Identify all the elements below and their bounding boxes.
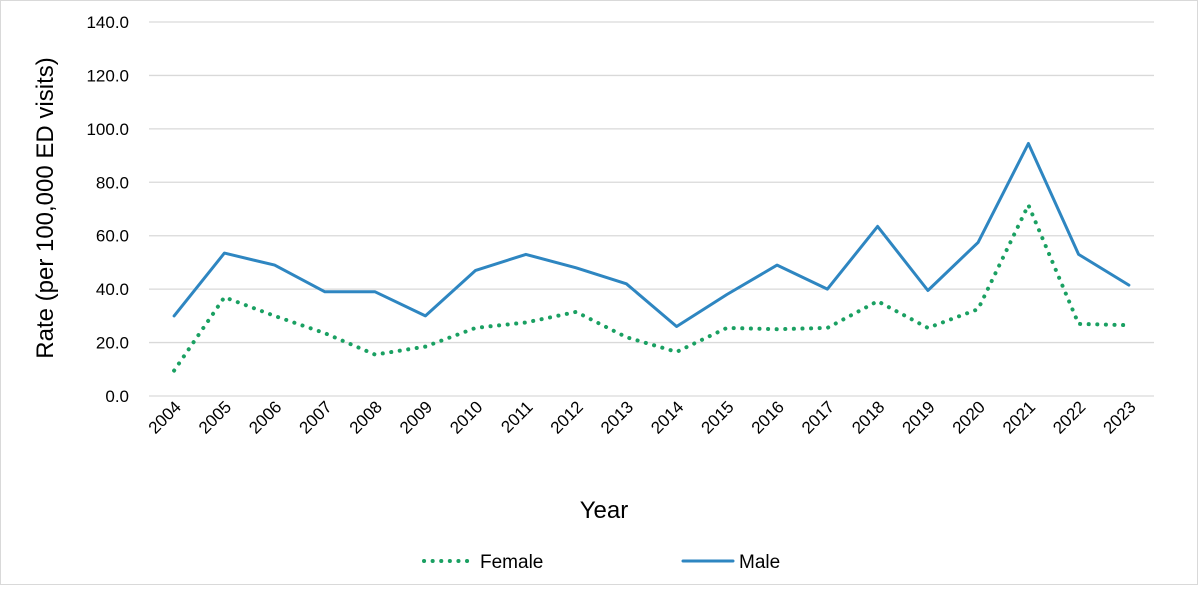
y-axis-ticks: 0.0 20.0 40.0 60.0 80.0 100.0 120.0 140.0 [86,13,129,406]
x-tick-label: 2011 [497,397,536,436]
legend-label-male: Male [739,552,780,573]
y-tick-label: 140.0 [86,13,129,32]
x-axis-title: Year [580,497,629,524]
x-tick-label: 2007 [296,397,336,437]
y-tick-label: 20.0 [96,334,129,353]
x-tick-label: 2023 [1100,397,1140,437]
x-tick-label: 2014 [647,397,687,437]
series-line-male [172,142,1131,328]
x-tick-label: 2018 [848,397,888,437]
y-tick-label: 0.0 [105,387,129,406]
x-tick-label: 2021 [999,397,1039,437]
y-tick-label: 100.0 [86,120,129,139]
y-axis-title: Rate (per 100,000 ED visits) [32,57,59,358]
x-tick-label: 2016 [748,397,788,437]
x-tick-label: 2017 [798,397,838,437]
x-tick-label: 2022 [1049,397,1089,437]
x-tick-label: 2005 [195,397,235,437]
x-tick-label: 2009 [396,397,436,437]
x-tick-label: 2012 [547,397,587,437]
gridlines [149,21,1154,397]
x-tick-label: 2020 [949,397,989,437]
x-tick-label: 2013 [597,397,637,437]
legend: Female Male [422,552,780,573]
y-tick-label: 60.0 [96,227,129,246]
x-tick-label: 2008 [346,397,386,437]
y-tick-label: 120.0 [86,66,129,85]
x-tick-label: 2006 [245,397,285,437]
x-axis-ticks: 2004 2005 2006 2007 2008 2009 2010 2011 2012 2013… [145,397,1140,437]
y-tick-label: 80.0 [96,173,129,192]
y-tick-label: 40.0 [96,280,129,299]
x-tick-label: 2010 [446,397,486,437]
legend-label-female: Female [480,552,543,573]
series-line-female [172,203,1131,373]
x-tick-label: 2019 [899,397,939,437]
series-lines [172,142,1131,373]
x-tick-label: 2015 [698,397,738,437]
x-tick-label: 2004 [145,397,185,437]
